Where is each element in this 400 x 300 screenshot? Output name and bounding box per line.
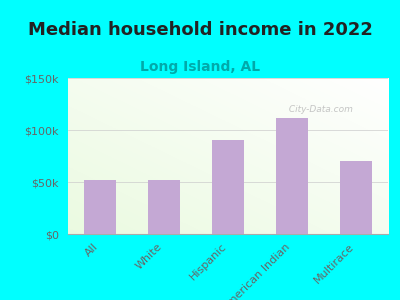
Bar [276, 118, 308, 234]
Text: Long Island, AL: Long Island, AL [140, 60, 260, 74]
Text: City-Data.com: City-Data.com [286, 105, 352, 114]
Bar [148, 180, 180, 234]
Bar [212, 140, 244, 234]
Bar [340, 161, 372, 234]
Bar [84, 180, 116, 234]
Text: Median household income in 2022: Median household income in 2022 [28, 21, 372, 39]
